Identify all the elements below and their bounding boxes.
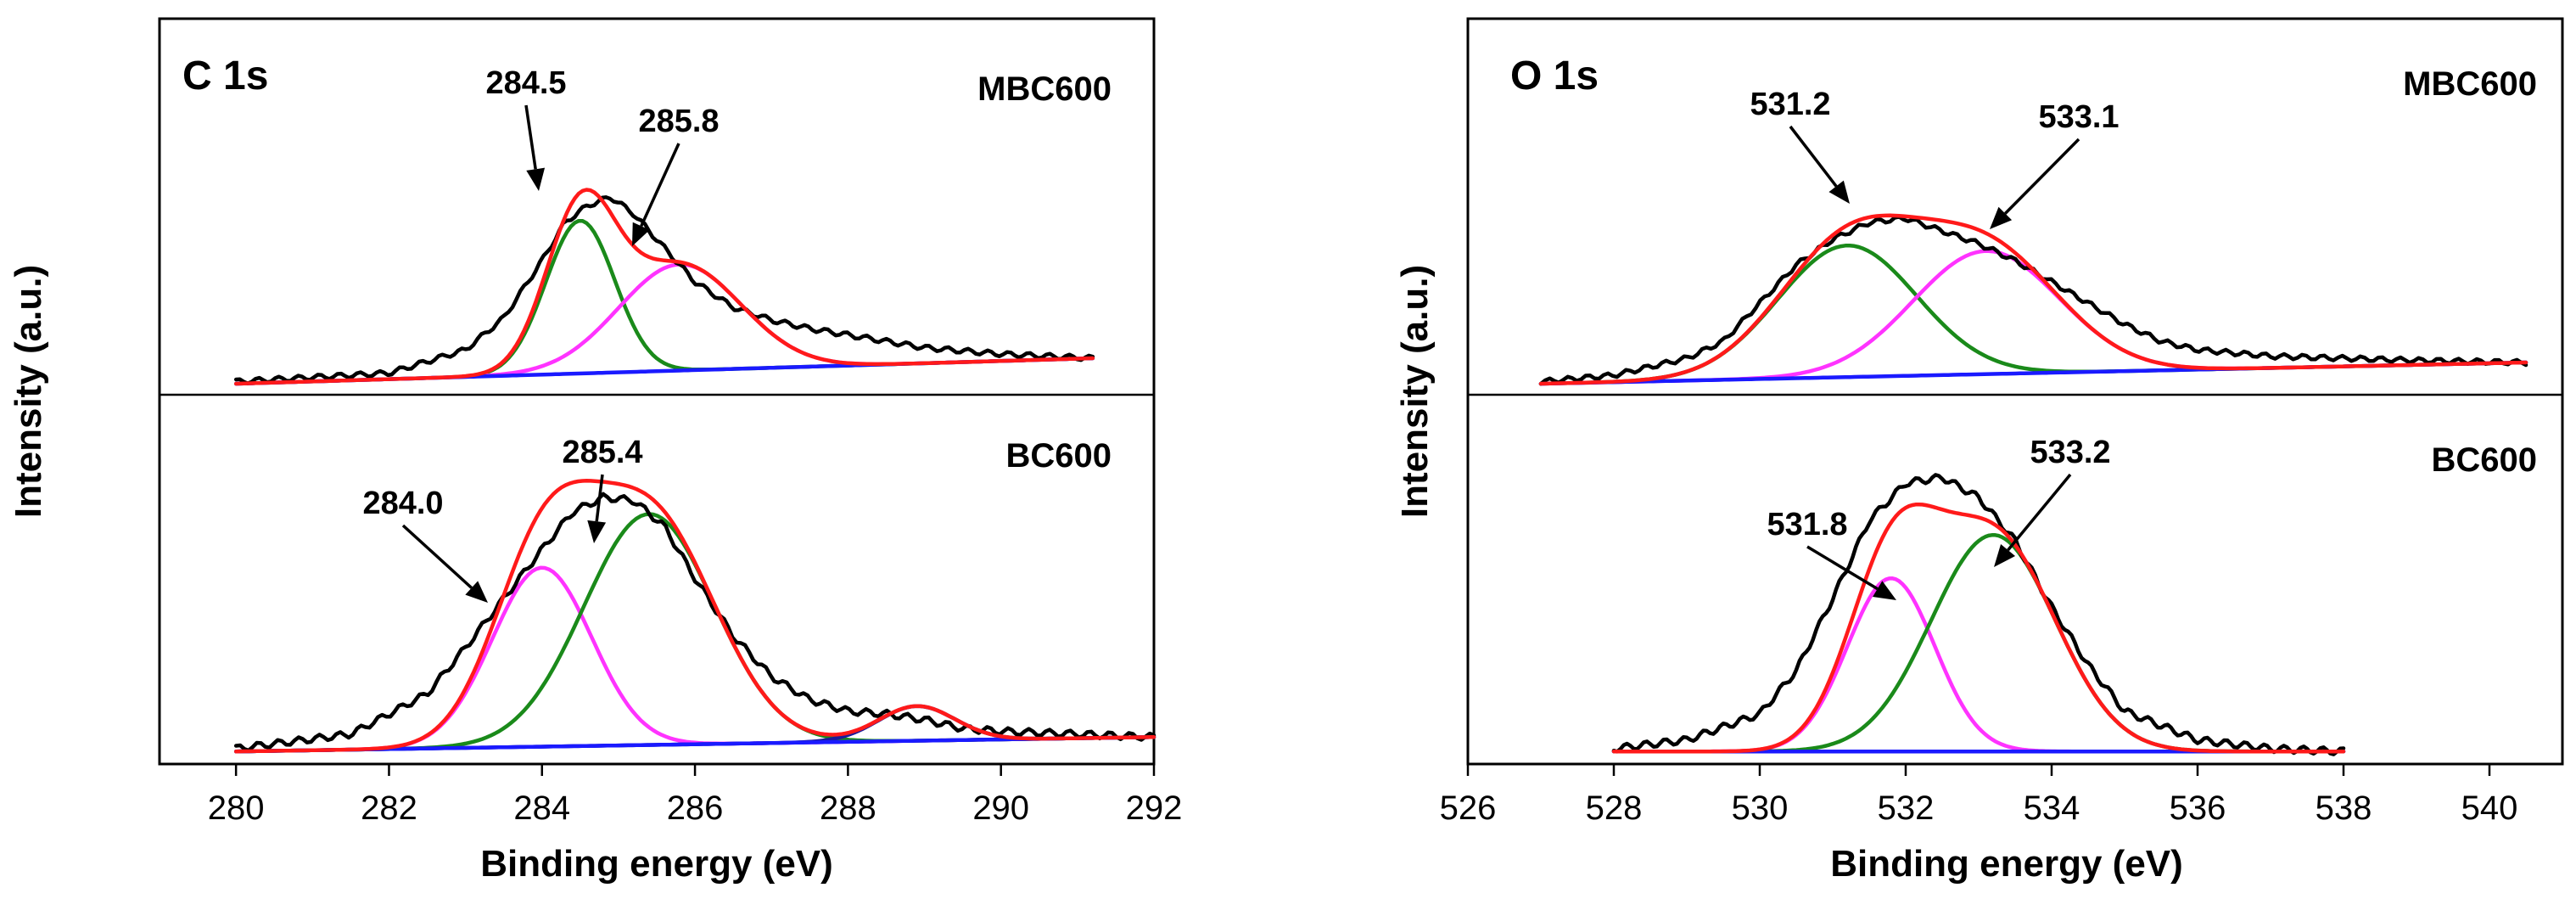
c1s-peak-arrowhead bbox=[526, 167, 546, 191]
o1s-title: O 1s bbox=[1510, 53, 1599, 98]
o1s-peak-arrow bbox=[1789, 125, 1838, 188]
o1s-mbc600-fit-line bbox=[1538, 213, 2528, 386]
c1s-mbc600-raw-line bbox=[233, 195, 1095, 385]
o1s-mbc600-raw-line bbox=[1538, 215, 2528, 386]
c1s-peak-label: 285.4 bbox=[562, 435, 642, 470]
o1s-x-tick-label: 528 bbox=[1586, 789, 1643, 827]
o1s-peak-arrow bbox=[2004, 138, 2080, 215]
o1s-x-tick-label: 532 bbox=[1878, 789, 1935, 827]
o1s-peak-arrowhead bbox=[1990, 206, 2013, 229]
c1s-peak-label: 284.5 bbox=[485, 65, 566, 101]
c1s-peak-arrow bbox=[595, 474, 604, 522]
o1s-x-tick-label: 534 bbox=[2024, 789, 2080, 827]
o1s-bc600-raw-line bbox=[1611, 473, 2346, 756]
c1s-peak-arrow bbox=[640, 143, 680, 228]
c1s-bc600-raw-line bbox=[233, 492, 1156, 753]
o1s-peak-arrowhead bbox=[1828, 180, 1850, 204]
o1s-y-axis-label: Intensity (a.u.) bbox=[1394, 265, 1436, 518]
o1s-peak-label: 533.2 bbox=[2030, 435, 2110, 470]
o1s-peak-label: 533.1 bbox=[2038, 99, 2119, 135]
o1s-x-axis-label: Binding energy (eV) bbox=[1830, 843, 2183, 885]
c1s-bottom-sample-label: BC600 bbox=[1005, 437, 1112, 475]
o1s-x-tick-label: 540 bbox=[2461, 789, 2518, 827]
c1s-bc600-peak-1-line bbox=[233, 512, 1156, 754]
c1s-x-tick-label: 284 bbox=[513, 789, 570, 827]
c1s-peak-arrowhead bbox=[587, 520, 607, 543]
o1s-bottom-sample-label: BC600 bbox=[2431, 441, 2537, 479]
c1s-x-tick-label: 288 bbox=[820, 789, 876, 827]
c1s-chart: C 1s MBC600 BC600 Binding energy (eV) In… bbox=[8, 17, 1183, 885]
c1s-peak-label: 285.8 bbox=[638, 104, 719, 139]
c1s-plot-frame bbox=[158, 17, 1156, 766]
c1s-x-tick-label: 286 bbox=[667, 789, 724, 827]
c1s-x-tick-label: 280 bbox=[208, 789, 265, 827]
o1s-chart: O 1s MBC600 BC600 Binding energy (eV) In… bbox=[1394, 17, 2564, 885]
c1s-bc600-fit-line bbox=[233, 479, 1156, 754]
o1s-peak-arrowhead bbox=[1873, 581, 1896, 600]
o1s-x-tick-label: 526 bbox=[1440, 789, 1497, 827]
o1s-mbc600-peak-0-line bbox=[1538, 244, 2528, 386]
c1s-x-axis-label: Binding energy (eV) bbox=[480, 843, 833, 885]
c1s-x-tick-label: 282 bbox=[361, 789, 417, 827]
c1s-x-tick-label: 290 bbox=[972, 789, 1029, 827]
o1s-plot-frame bbox=[1466, 17, 2564, 766]
o1s-peak-arrow bbox=[1806, 545, 1879, 591]
o1s-peak-arrow bbox=[2007, 473, 2072, 552]
c1s-x-tick-label: 292 bbox=[1126, 789, 1183, 827]
o1s-x-tick-label: 530 bbox=[1732, 789, 1789, 827]
o1s-bc600-peak-1-line bbox=[1611, 533, 2346, 754]
c1s-top-sample-label: MBC600 bbox=[977, 70, 1112, 108]
c1s-peak-arrow bbox=[524, 104, 537, 170]
c1s-title: C 1s bbox=[182, 53, 268, 98]
o1s-x-tick-label: 538 bbox=[2316, 789, 2372, 827]
c1s-mbc600-peak-1-line bbox=[233, 262, 1095, 386]
o1s-top-sample-label: MBC600 bbox=[2403, 65, 2537, 103]
o1s-peak-label: 531.8 bbox=[1767, 507, 1847, 542]
c1s-peak-label: 284.0 bbox=[362, 486, 443, 521]
o1s-x-tick-label: 536 bbox=[2170, 789, 2226, 827]
c1s-peak-arrowhead bbox=[632, 222, 650, 246]
o1s-peak-arrowhead bbox=[1994, 543, 2016, 567]
c1s-mbc600-fit-line bbox=[233, 188, 1095, 386]
c1s-y-axis-label: Intensity (a.u.) bbox=[8, 265, 49, 518]
c1s-peak-arrowhead bbox=[465, 581, 488, 603]
o1s-peak-label: 531.2 bbox=[1750, 87, 1830, 122]
o1s-bc600-fit-line bbox=[1611, 502, 2346, 754]
c1s-peak-arrow bbox=[401, 524, 473, 589]
